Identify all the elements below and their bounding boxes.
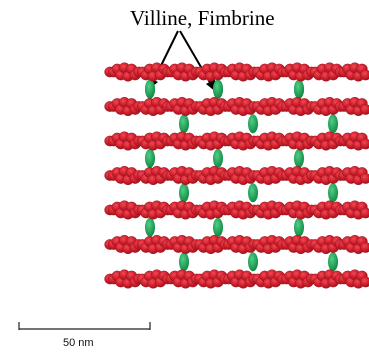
actin-monomer — [359, 173, 369, 184]
crosslinker-protein — [179, 252, 189, 272]
crosslinker-protein — [294, 148, 304, 168]
crosslinker-protein — [248, 252, 258, 272]
crosslinker-protein — [248, 114, 258, 134]
actin-monomer — [359, 138, 369, 150]
crosslinker-protein — [179, 183, 189, 203]
crosslinker-protein — [248, 183, 258, 203]
crosslinker-protein — [213, 148, 223, 168]
crosslinker-protein — [145, 148, 155, 168]
crosslinker-protein — [213, 79, 223, 99]
actin-filament — [104, 269, 369, 289]
pointer-arrows — [148, 30, 216, 92]
actin-filaments — [104, 62, 369, 289]
actin-filament — [104, 234, 369, 255]
crosslinker-protein — [294, 217, 304, 237]
crosslinker-protein — [294, 79, 304, 99]
scale-bar: 50 nm — [18, 322, 151, 349]
crosslinker-protein — [179, 114, 189, 134]
crosslinker-protein — [328, 252, 338, 272]
actin-monomer — [359, 276, 369, 288]
actin-filament — [104, 200, 369, 220]
crosslinker-protein — [328, 183, 338, 203]
actin-monomer — [359, 207, 369, 219]
crosslinker-proteins — [145, 79, 338, 272]
actin-monomer — [359, 242, 369, 253]
actin-monomer — [359, 69, 369, 81]
crosslinker-protein — [145, 217, 155, 237]
crosslinker-protein — [145, 79, 155, 99]
actin-filament — [104, 165, 369, 186]
scale-bar-label: 50 nm — [63, 337, 94, 349]
actin-filament — [104, 62, 369, 82]
actin-monomer — [359, 104, 369, 115]
actin-filament — [104, 96, 369, 117]
crosslinker-protein — [213, 217, 223, 237]
crosslinker-label: Villine, Fimbrine — [130, 6, 275, 30]
actin-filament — [104, 131, 369, 151]
crosslinker-protein — [328, 114, 338, 134]
